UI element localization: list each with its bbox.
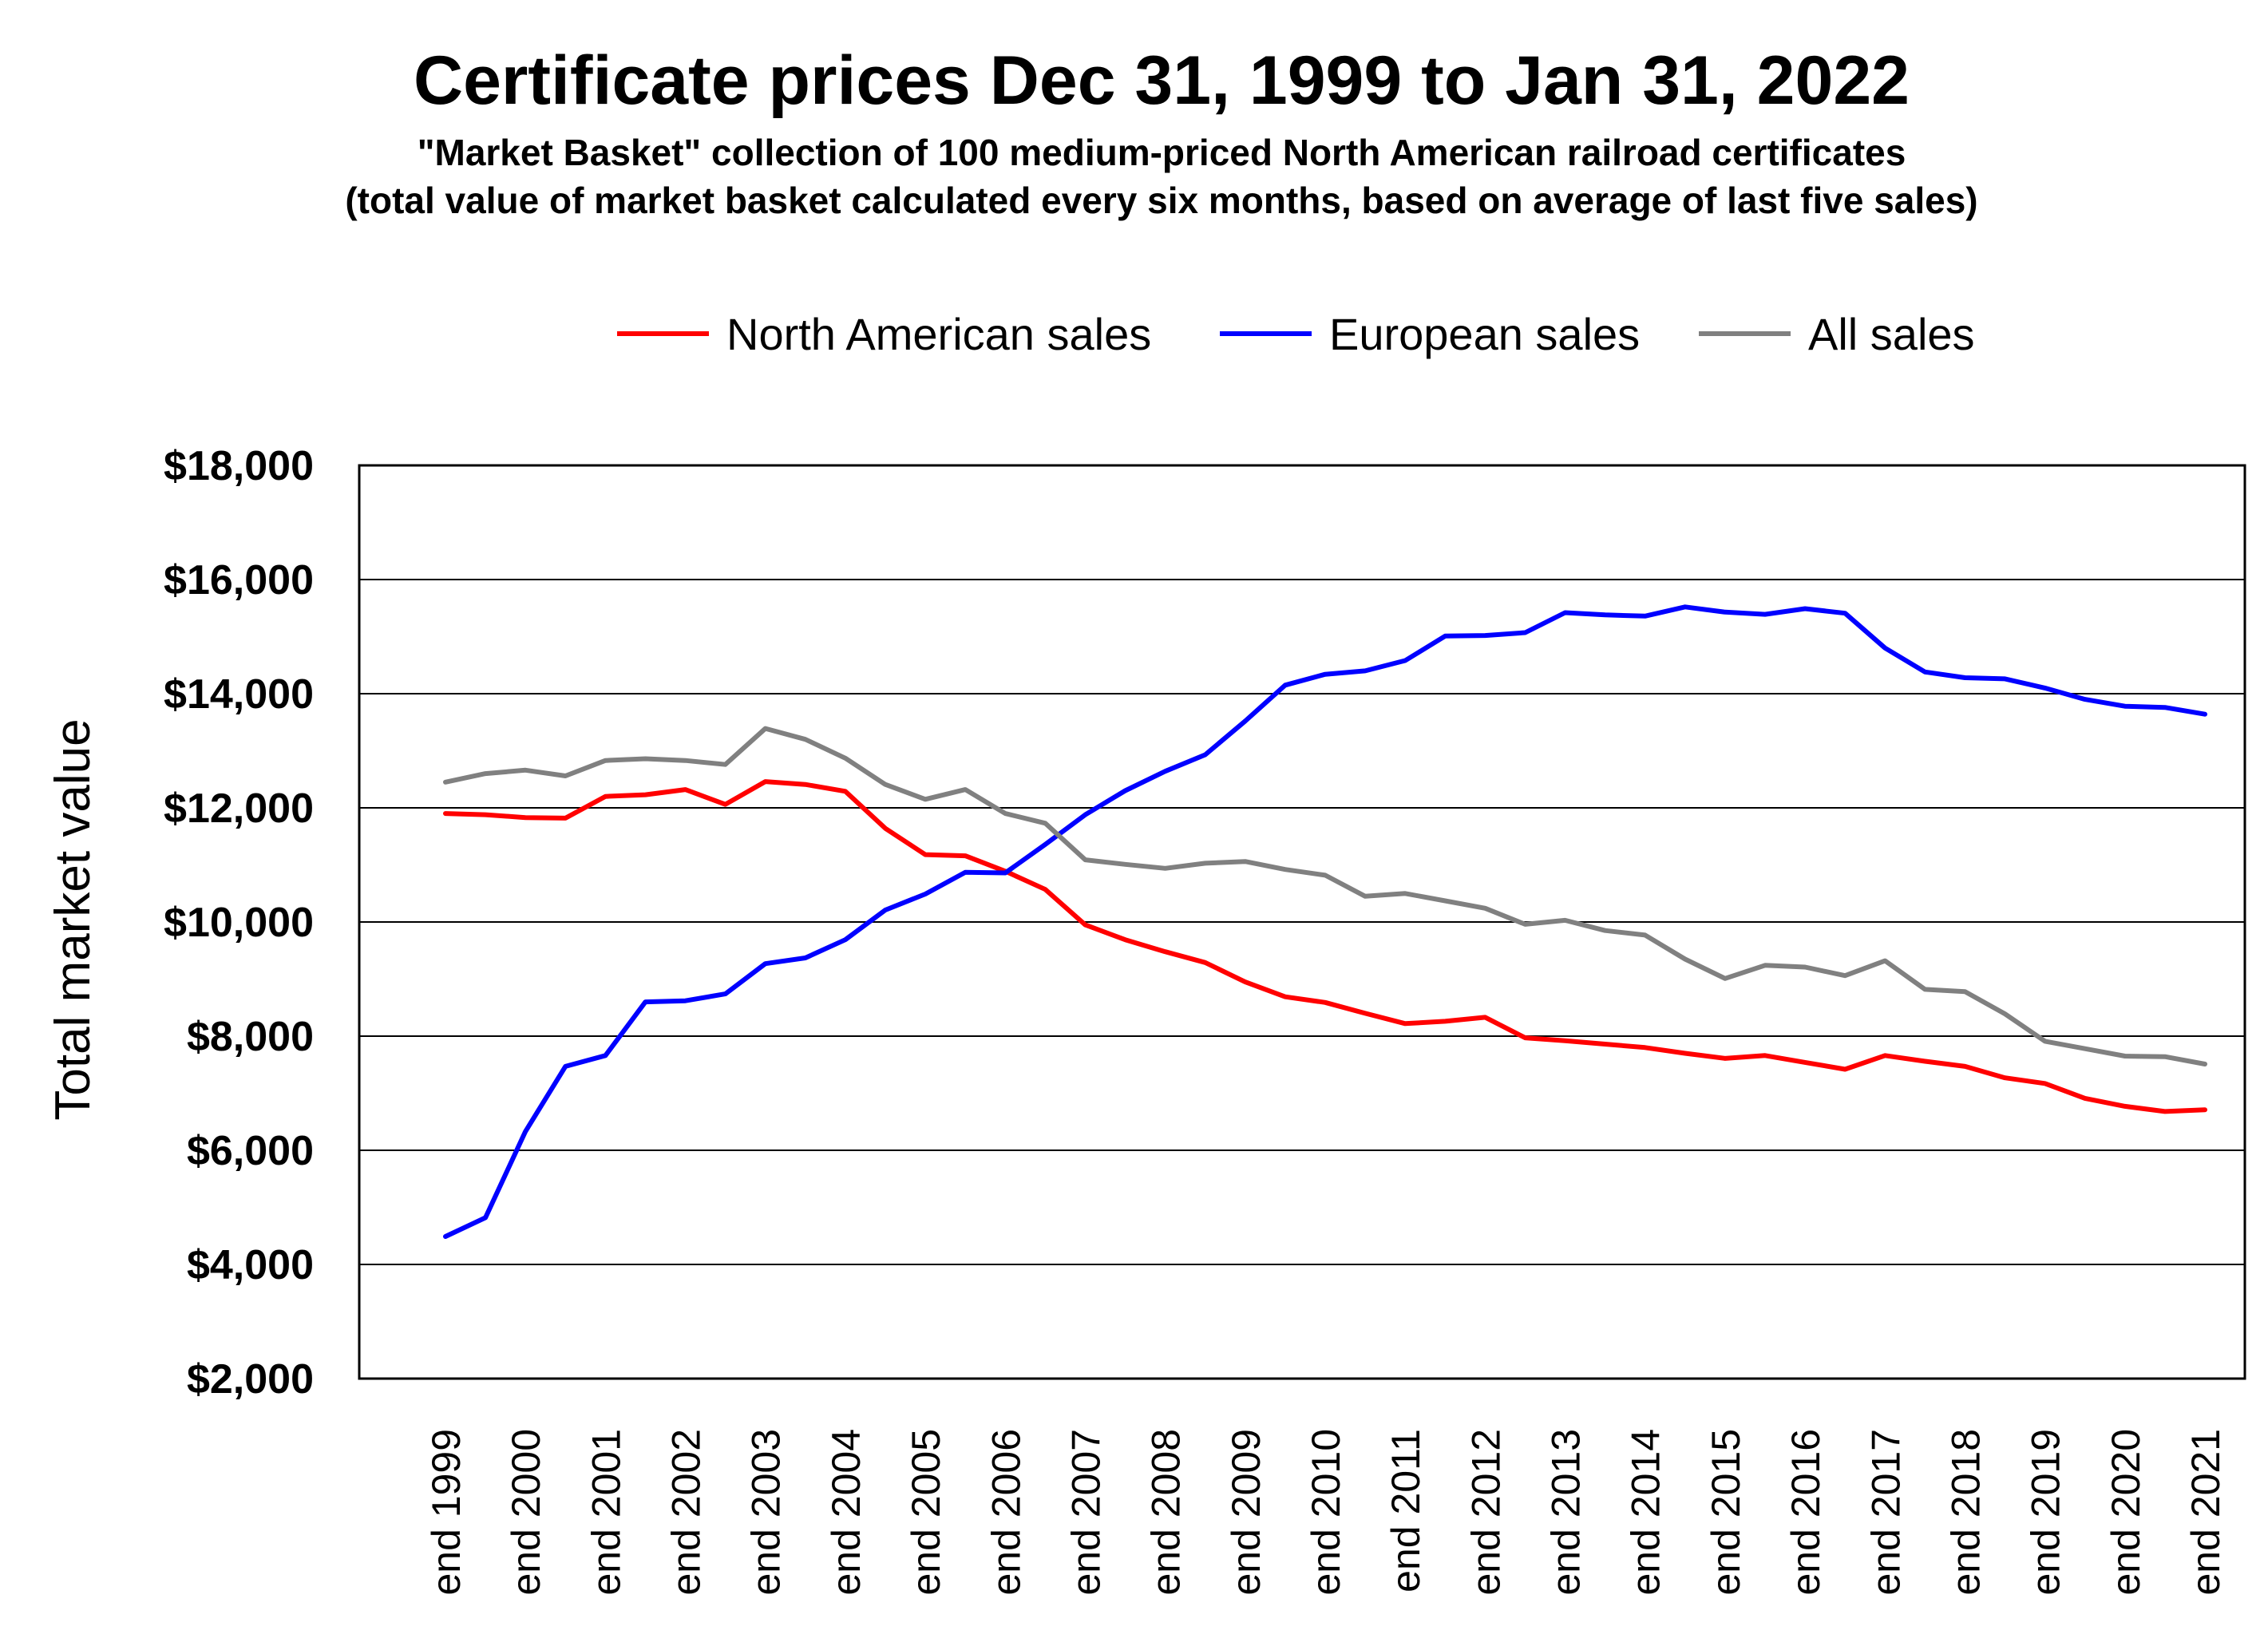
chart-subtitle-line-1: "Market Basket" collection of 100 medium… bbox=[418, 132, 1906, 173]
legend-label: European sales bbox=[1329, 309, 1640, 359]
y-axis-label: Total market value bbox=[46, 718, 101, 1120]
x-tick-label: end 2013 bbox=[1544, 1429, 1589, 1596]
y-tick-label: $12,000 bbox=[164, 785, 314, 832]
x-tick-label: end 2001 bbox=[584, 1429, 628, 1596]
y-tick-label: $18,000 bbox=[164, 443, 314, 489]
y-tick-label: $14,000 bbox=[164, 671, 314, 718]
x-axis-ticks: end 1999 end 2000 end 2001 end 2002 end 2003… bbox=[424, 1429, 2228, 1596]
x-tick-label: end 2006 bbox=[984, 1429, 1028, 1596]
series-line-all-sales bbox=[443, 726, 2207, 1066]
x-tick-label: end 2017 bbox=[1863, 1429, 1908, 1596]
chart-subtitle-line-2: (total value of market basket calculated… bbox=[345, 180, 1977, 221]
x-tick-label: end 2004 bbox=[824, 1429, 869, 1596]
x-tick-label: end 2009 bbox=[1224, 1429, 1269, 1596]
y-tick-label: $16,000 bbox=[164, 557, 314, 603]
x-tick-label: end 2000 bbox=[504, 1429, 548, 1596]
legend: North American sales European sales All sa… bbox=[617, 309, 1975, 359]
x-tick-label: end 2002 bbox=[664, 1429, 709, 1596]
legend-label: All sales bbox=[1808, 309, 1975, 359]
x-tick-label: end 2021 bbox=[2183, 1429, 2228, 1596]
chart-title: Certificate prices Dec 31, 1999 to Jan 3… bbox=[414, 42, 1910, 119]
x-tick-label: end 2016 bbox=[1783, 1429, 1828, 1596]
x-tick-label: end 2003 bbox=[744, 1429, 789, 1596]
x-tick-label: end 2019 bbox=[2024, 1429, 2068, 1596]
x-tick-label: end 2012 bbox=[1463, 1429, 1508, 1596]
y-axis-ticks: $2,000 $4,000 $6,000 $8,000 $10,000 $12,000 $1… bbox=[164, 443, 314, 1403]
series-line-european-sales bbox=[443, 604, 2207, 1239]
y-tick-label: $4,000 bbox=[187, 1242, 314, 1288]
x-tick-label: end 2011 bbox=[1383, 1429, 1428, 1593]
x-tick-label: end 2007 bbox=[1063, 1429, 1108, 1596]
x-tick-label: end 2018 bbox=[1943, 1429, 1988, 1596]
y-tick-label: $8,000 bbox=[187, 1014, 314, 1060]
x-tick-label: end 1999 bbox=[424, 1429, 469, 1596]
x-tick-label: end 2005 bbox=[904, 1429, 948, 1596]
x-tick-label: end 2008 bbox=[1144, 1429, 1189, 1596]
y-tick-label: $2,000 bbox=[187, 1356, 314, 1403]
legend-label: North American sales bbox=[726, 309, 1151, 359]
y-tick-label: $10,000 bbox=[164, 900, 314, 946]
series-lines bbox=[443, 604, 2207, 1239]
x-tick-label: end 2010 bbox=[1304, 1429, 1348, 1596]
x-tick-label: end 2015 bbox=[1704, 1429, 1748, 1596]
x-tick-label: end 2020 bbox=[2104, 1429, 2148, 1596]
y-tick-label: $6,000 bbox=[187, 1128, 314, 1174]
gridlines bbox=[359, 465, 2245, 1379]
series-line-north-american-sales bbox=[443, 779, 2207, 1114]
x-tick-label: end 2014 bbox=[1624, 1429, 1668, 1596]
plot-area bbox=[358, 464, 2246, 1380]
